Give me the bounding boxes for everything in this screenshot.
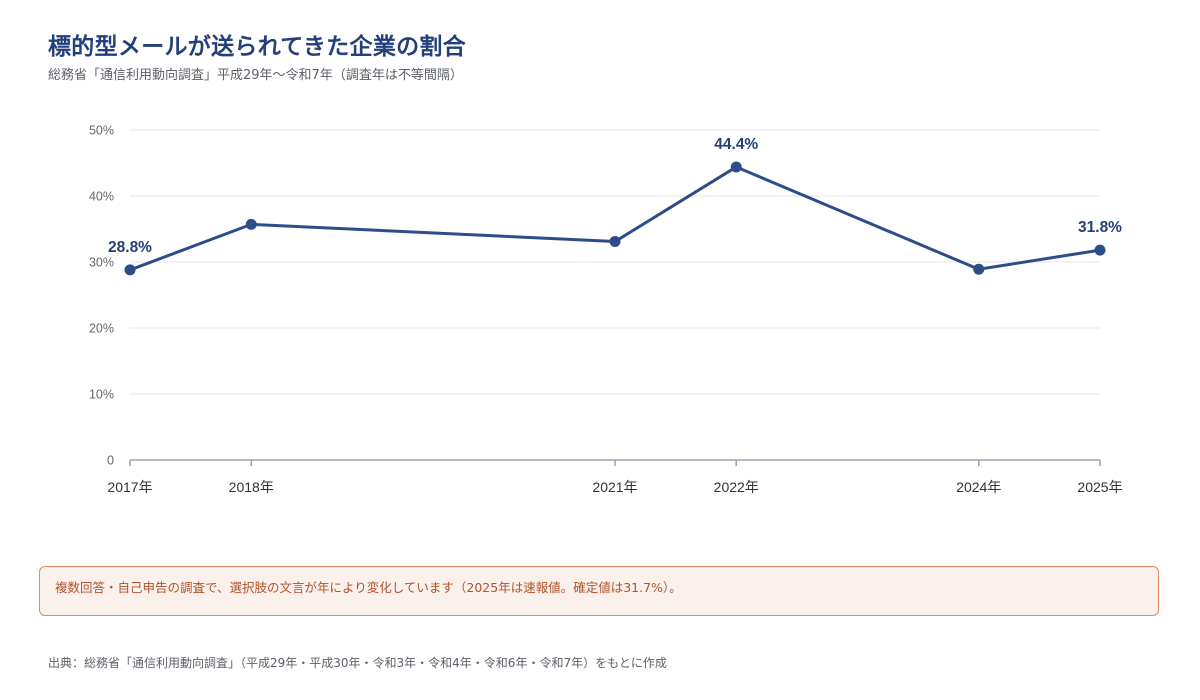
data-point xyxy=(730,161,742,173)
x-tick-label: 2017年 xyxy=(107,479,152,495)
data-point xyxy=(973,263,985,275)
x-tick-label: 2018年 xyxy=(229,479,274,495)
data-point xyxy=(124,264,136,276)
data-point xyxy=(609,236,621,248)
y-tick-label: 0 xyxy=(107,454,114,468)
x-tick-label: 2024年 xyxy=(956,479,1001,495)
y-tick-label: 40% xyxy=(89,190,114,204)
chart-subtitle: 総務省「通信利用動向調査」平成29年～令和7年（調査年は不等間隔） xyxy=(48,68,463,83)
y-tick-label: 50% xyxy=(89,124,114,138)
x-tick-label: 2022年 xyxy=(714,479,759,495)
y-tick-label: 10% xyxy=(89,388,114,402)
y-tick-label: 20% xyxy=(89,322,114,336)
x-tick-label: 2021年 xyxy=(592,479,637,495)
x-tick-label: 2025年 xyxy=(1077,479,1122,495)
data-label: 44.4% xyxy=(714,136,758,153)
data-label: 31.8% xyxy=(1078,219,1122,236)
data-point xyxy=(1094,244,1106,256)
y-tick-label: 30% xyxy=(89,256,114,270)
caution-note: 複数回答・自己申告の調査で、選択肢の文言が年により変化しています（2025年は速… xyxy=(39,566,1159,616)
series-line xyxy=(128,165,1102,272)
source-citation: 出典：総務省「通信利用動向調査」（平成29年・平成30年・令和3年・令和4年・令… xyxy=(48,656,667,670)
chart-title: 標的型メールが送られてきた企業の割合 xyxy=(48,34,467,60)
data-point xyxy=(245,218,257,230)
caution-note-text: 複数回答・自己申告の調査で、選択肢の文言が年により変化しています（2025年は速… xyxy=(55,580,682,595)
line-chart: 0 10% 20% 30% 40% 50% 2017年 2018年 2021年 2022年 2024… xyxy=(89,124,1123,496)
data-label: 28.8% xyxy=(108,239,152,256)
